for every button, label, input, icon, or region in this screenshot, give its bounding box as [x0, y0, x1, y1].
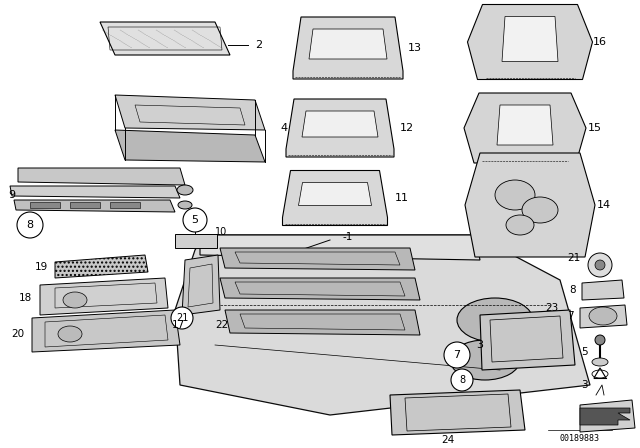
Ellipse shape [589, 307, 617, 325]
Polygon shape [293, 17, 403, 79]
Ellipse shape [17, 212, 43, 238]
Ellipse shape [506, 215, 534, 235]
Ellipse shape [177, 185, 193, 195]
Polygon shape [182, 255, 220, 315]
Text: 15: 15 [588, 123, 602, 133]
Text: 18: 18 [19, 293, 32, 303]
Ellipse shape [522, 197, 558, 223]
Polygon shape [580, 305, 627, 328]
Text: 19: 19 [35, 262, 48, 272]
Ellipse shape [171, 307, 193, 329]
Ellipse shape [444, 342, 470, 368]
Bar [70, 202, 100, 208]
Polygon shape [18, 168, 185, 185]
Ellipse shape [595, 335, 605, 345]
Text: 8: 8 [459, 375, 465, 385]
Text: 9: 9 [8, 190, 15, 200]
Bar [30, 202, 60, 208]
Polygon shape [309, 29, 387, 59]
Polygon shape [580, 408, 630, 425]
Text: 12: 12 [400, 123, 414, 133]
Polygon shape [200, 235, 480, 260]
Ellipse shape [588, 253, 612, 277]
Polygon shape [467, 4, 593, 79]
Text: 11: 11 [395, 193, 409, 203]
Text: 21: 21 [567, 253, 580, 263]
Ellipse shape [58, 326, 82, 342]
Text: 16: 16 [593, 37, 607, 47]
Text: 13: 13 [408, 43, 422, 53]
Text: 5: 5 [581, 347, 588, 357]
Text: 23: 23 [545, 303, 558, 313]
Ellipse shape [450, 340, 520, 380]
Polygon shape [582, 280, 624, 300]
Text: 3: 3 [581, 380, 588, 390]
Text: 24: 24 [442, 435, 454, 445]
Polygon shape [286, 99, 394, 157]
Text: 14: 14 [597, 200, 611, 210]
Text: 20: 20 [11, 329, 24, 339]
Polygon shape [14, 200, 175, 212]
Text: 3: 3 [476, 340, 483, 350]
Polygon shape [298, 182, 371, 206]
Text: 4: 4 [280, 123, 287, 133]
Polygon shape [175, 235, 590, 415]
Polygon shape [220, 278, 420, 300]
Polygon shape [497, 105, 553, 145]
Bar [175, 234, 217, 248]
Text: 7: 7 [568, 311, 574, 321]
Text: 17: 17 [172, 320, 184, 330]
Text: 7: 7 [453, 350, 461, 360]
Polygon shape [302, 111, 378, 137]
Bar [110, 202, 140, 208]
Ellipse shape [178, 201, 192, 209]
Ellipse shape [63, 292, 87, 308]
Polygon shape [10, 186, 180, 198]
Text: 5: 5 [191, 215, 198, 225]
Ellipse shape [457, 298, 533, 342]
Polygon shape [464, 93, 586, 163]
Polygon shape [220, 248, 415, 270]
Text: 2: 2 [255, 40, 262, 50]
Text: 00189883: 00189883 [560, 434, 600, 443]
Text: 8: 8 [26, 220, 33, 230]
Polygon shape [115, 95, 265, 130]
Text: 10: 10 [215, 227, 227, 237]
Polygon shape [40, 278, 168, 315]
Polygon shape [465, 153, 595, 257]
Polygon shape [502, 17, 558, 61]
Polygon shape [100, 22, 230, 55]
Polygon shape [225, 310, 420, 335]
Ellipse shape [451, 369, 473, 391]
Text: 21: 21 [176, 313, 188, 323]
Polygon shape [32, 310, 180, 352]
Text: -1: -1 [343, 232, 353, 242]
Polygon shape [115, 130, 265, 162]
Text: 22: 22 [215, 320, 228, 330]
Ellipse shape [595, 260, 605, 270]
Polygon shape [55, 255, 148, 278]
Ellipse shape [183, 208, 207, 232]
Ellipse shape [495, 180, 535, 210]
Ellipse shape [592, 358, 608, 366]
Text: 8: 8 [570, 285, 576, 295]
Polygon shape [480, 310, 575, 370]
Polygon shape [580, 400, 635, 432]
Polygon shape [390, 390, 525, 435]
Polygon shape [282, 171, 387, 225]
